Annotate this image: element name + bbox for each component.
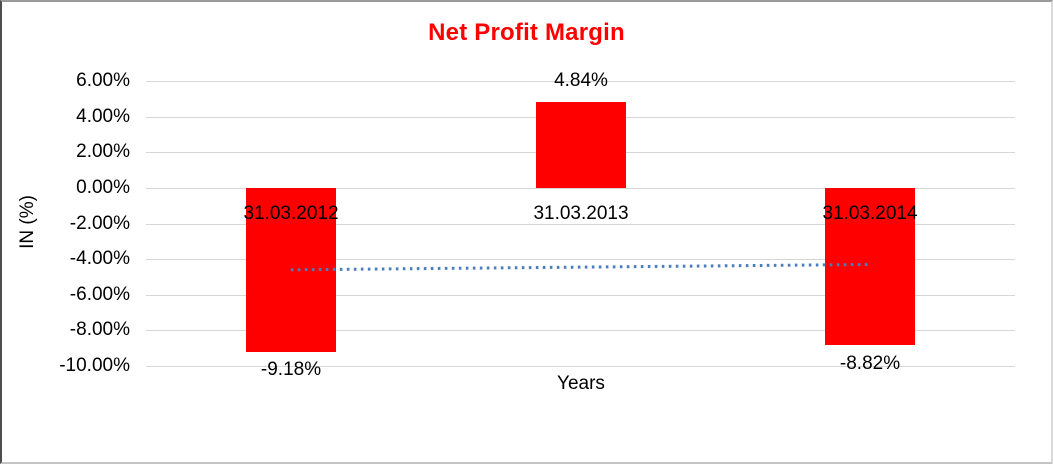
bar-31.03.2013 — [536, 102, 626, 188]
y-tick-label: 6.00% — [76, 70, 130, 91]
y-tick-label: -10.00% — [59, 355, 130, 376]
gridline — [146, 295, 1015, 296]
y-tick-label: 0.00% — [76, 177, 130, 198]
gridline — [146, 259, 1015, 260]
y-tick-label: 4.00% — [76, 106, 130, 127]
y-tick-label: 2.00% — [76, 141, 130, 162]
y-tick-label: -4.00% — [69, 248, 130, 269]
x-axis-title: Years — [557, 373, 605, 394]
gridline — [146, 81, 1015, 82]
x-category-label: 31.03.2012 — [243, 203, 339, 224]
data-label: 4.84% — [554, 70, 608, 91]
y-tick-label: -6.00% — [69, 284, 130, 305]
gridline — [146, 188, 1015, 189]
y-tick-label: -8.00% — [69, 319, 130, 340]
x-category-label: 31.03.2013 — [533, 203, 629, 224]
chart-title: Net Profit Margin — [428, 19, 625, 46]
gridline — [146, 366, 1015, 367]
gridline — [146, 330, 1015, 331]
data-label: -8.82% — [839, 353, 901, 374]
gridline — [146, 224, 1015, 225]
y-tick-label: -2.00% — [69, 213, 130, 234]
x-category-label: 31.03.2014 — [822, 203, 918, 224]
data-label: -9.18% — [260, 359, 322, 380]
